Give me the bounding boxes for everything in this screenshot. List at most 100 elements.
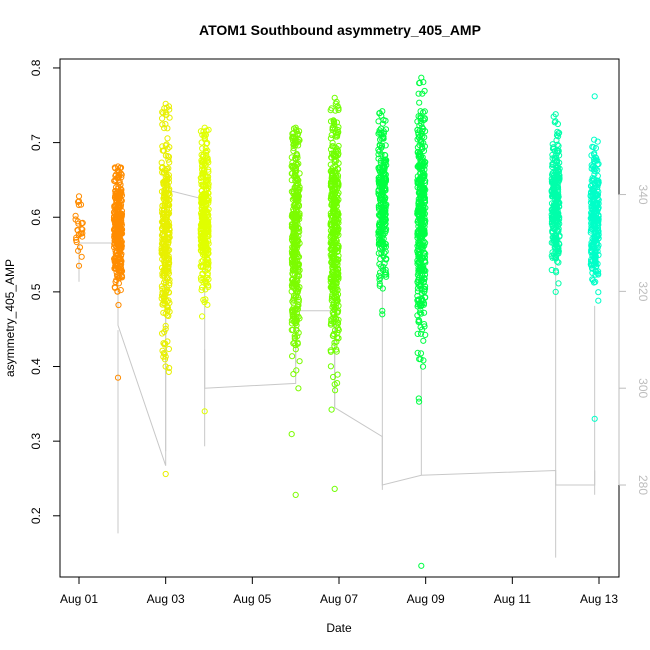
data-point — [415, 205, 423, 213]
data-point — [199, 313, 206, 320]
data-point — [162, 186, 169, 193]
data-point — [164, 153, 171, 160]
data-point — [204, 250, 211, 257]
data-point — [292, 177, 299, 185]
data-point — [375, 250, 382, 257]
data-point — [162, 322, 169, 329]
data-point — [204, 272, 211, 279]
data-point — [555, 130, 562, 137]
data-point — [416, 398, 423, 405]
data-point — [553, 210, 560, 217]
data-point — [159, 292, 166, 299]
data-point — [552, 178, 559, 186]
data-point — [418, 210, 426, 217]
data-point — [328, 406, 335, 413]
data-point — [295, 266, 302, 273]
data-point — [112, 190, 119, 197]
data-point — [556, 175, 563, 182]
data-point — [335, 142, 342, 150]
y-tick-label: 0.8 — [29, 59, 43, 76]
data-point — [203, 280, 210, 287]
data-point — [160, 180, 167, 187]
data-point — [294, 257, 301, 265]
y-tick-label: 0.4 — [29, 358, 43, 375]
data-point — [113, 269, 120, 276]
data-point — [414, 296, 422, 303]
data-point — [382, 159, 389, 166]
data-point — [294, 213, 302, 220]
data-point — [202, 234, 209, 241]
data-point — [419, 165, 426, 172]
data-point — [382, 216, 389, 223]
data-point — [290, 305, 297, 312]
data-point — [72, 216, 79, 223]
data-point — [332, 327, 339, 334]
data-point — [197, 128, 204, 135]
data-point — [333, 249, 341, 256]
data-point — [331, 156, 338, 163]
data-point — [335, 326, 342, 334]
data-point — [204, 301, 211, 308]
data-point — [382, 241, 389, 248]
data-point — [292, 346, 299, 353]
data-point — [595, 179, 602, 186]
data-point — [291, 243, 298, 251]
data-point — [421, 271, 429, 278]
data-point — [414, 126, 421, 134]
data-point — [327, 161, 334, 168]
data-point — [292, 200, 299, 208]
data-point — [331, 176, 338, 183]
data-point — [158, 240, 166, 247]
data-point — [592, 184, 599, 191]
data-point — [415, 223, 422, 230]
data-point — [292, 171, 299, 178]
data-point — [376, 282, 383, 289]
y-tick-label: 0.5 — [29, 283, 43, 300]
data-point — [553, 221, 560, 228]
data-point — [201, 408, 208, 415]
data-point — [112, 233, 119, 240]
data-point — [330, 202, 337, 209]
data-point — [78, 225, 85, 232]
data-point — [113, 205, 120, 212]
data-point — [205, 168, 212, 175]
data-point — [332, 148, 339, 155]
data-point — [161, 194, 168, 201]
data-point — [78, 253, 85, 260]
data-point — [335, 106, 342, 114]
data-point — [204, 139, 211, 147]
x-tick-label: Aug 01 — [60, 592, 98, 606]
data-point — [288, 431, 295, 438]
data-point — [75, 220, 82, 227]
data-point — [205, 215, 212, 222]
data-point — [422, 331, 429, 338]
data-point — [421, 173, 428, 180]
data-point — [414, 118, 421, 125]
data-point — [330, 276, 338, 283]
data-point — [198, 221, 205, 228]
data-point — [163, 245, 170, 252]
data-point — [159, 109, 166, 116]
data-point — [333, 169, 340, 176]
data-point — [162, 340, 169, 347]
data-point — [198, 187, 206, 194]
data-point — [73, 234, 80, 241]
data-point — [327, 363, 334, 370]
data-point — [198, 206, 206, 213]
data-point — [414, 330, 421, 337]
data-point — [117, 287, 124, 294]
data-point — [591, 136, 598, 143]
data-points-layer — [72, 74, 602, 569]
data-point — [329, 124, 336, 131]
data-point — [198, 235, 205, 242]
data-point — [166, 276, 173, 283]
data-point — [200, 128, 207, 135]
data-point — [377, 269, 384, 276]
data-point — [162, 363, 169, 370]
data-point — [414, 144, 421, 151]
data-point — [595, 212, 602, 219]
data-point — [117, 221, 124, 228]
data-point — [417, 159, 424, 166]
data-point — [73, 236, 80, 244]
data-point — [159, 226, 166, 233]
